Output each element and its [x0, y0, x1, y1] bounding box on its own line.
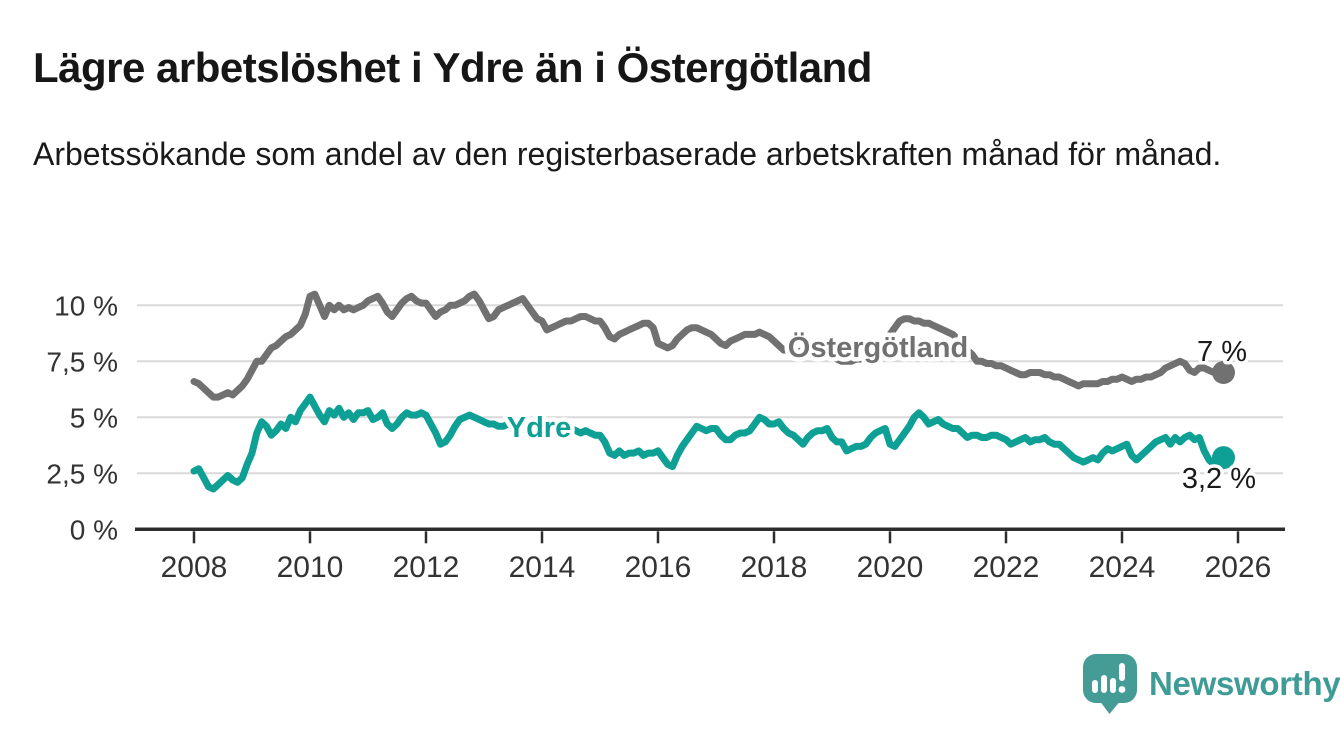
- x-axis-label: 2012: [393, 551, 460, 584]
- y-axis-label: 10 %: [54, 290, 118, 321]
- x-axis-label: 2014: [509, 551, 576, 584]
- y-axis-label: 2,5 %: [46, 458, 118, 489]
- ydre-end-dot: [1212, 446, 1235, 470]
- ostergotland-series-label: Östergötland: [788, 331, 968, 364]
- newsworthy-logo-text: Newsworthy: [1149, 664, 1340, 702]
- y-axis-label: 0 %: [70, 514, 118, 545]
- x-axis-label: 2024: [1089, 551, 1156, 584]
- x-axis-label: 2020: [857, 551, 924, 584]
- ydre-series-label: Ydre: [507, 412, 571, 444]
- x-axis-label: 2008: [161, 551, 228, 584]
- chart-title: Lägre arbetslöshet i Ydre än i Östergötl…: [33, 44, 872, 91]
- ydre-line: [190, 393, 1227, 493]
- logo-bubble-tail: [1099, 700, 1121, 714]
- y-axis-label: 5 %: [70, 402, 118, 433]
- ydre-end-value-label: 3,2 %: [1182, 463, 1256, 495]
- x-axis-label: 2018: [741, 551, 808, 584]
- chart-subtitle: Arbetssökande som andel av den registerb…: [33, 136, 1222, 172]
- logo-bar-chart-icon: [1092, 663, 1126, 693]
- x-axis-label: 2022: [973, 551, 1040, 584]
- x-axis-label: 2026: [1205, 551, 1272, 584]
- y-axis-label: 7,5 %: [46, 346, 118, 377]
- ostergotland-end-dot: [1212, 361, 1235, 384]
- newsworthy-logo: Newsworthy: [1082, 652, 1340, 715]
- logo-bubble: [1083, 654, 1137, 703]
- newsworthy-logo-icon: [1083, 654, 1137, 714]
- ostergotland-line: [190, 290, 1227, 401]
- ostergotland-end-value-label: 7 %: [1197, 336, 1247, 368]
- x-axis-label: 2010: [277, 551, 344, 584]
- x-axis-label: 2016: [625, 551, 692, 584]
